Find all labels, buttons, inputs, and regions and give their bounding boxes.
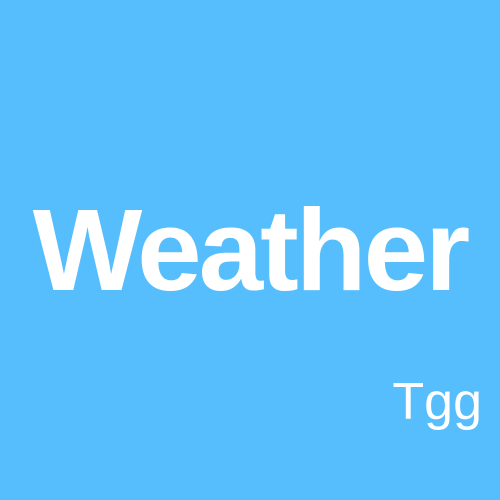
app-title: Weather <box>32 185 471 315</box>
app-caption: Tgg <box>392 373 482 431</box>
